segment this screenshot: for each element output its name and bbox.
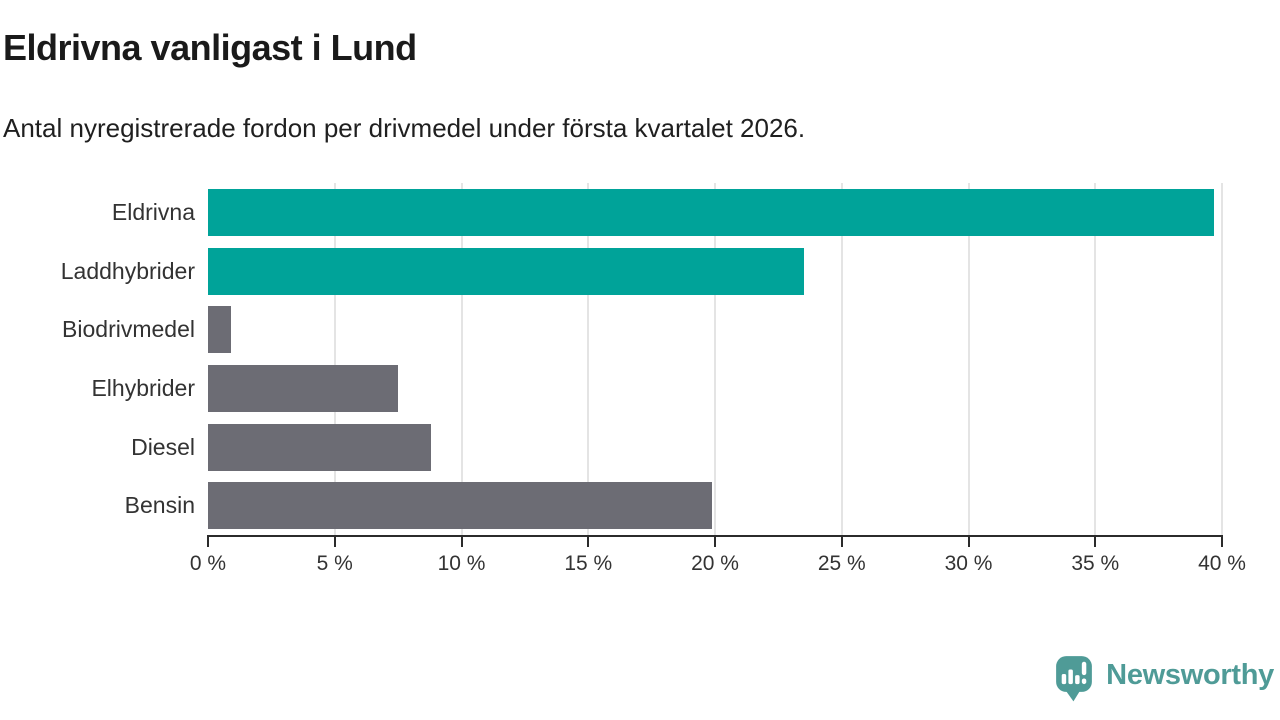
x-tick-15 bbox=[587, 535, 590, 547]
gridline-15 bbox=[587, 183, 590, 535]
x-tick-label-35: 35 % bbox=[1071, 552, 1120, 575]
bar-diesel bbox=[208, 423, 432, 471]
gridline-35 bbox=[1094, 183, 1097, 535]
x-tick-5 bbox=[333, 535, 336, 547]
gridline-30 bbox=[967, 183, 970, 535]
x-tick-label-25: 25 % bbox=[817, 552, 866, 575]
category-label-elhybrider: Elhybrider bbox=[91, 374, 195, 401]
x-tick-40 bbox=[1221, 535, 1223, 547]
x-tick-label-0: 0 % bbox=[189, 552, 227, 575]
brand-name: Newsworthy bbox=[1106, 659, 1274, 691]
gridline-20 bbox=[714, 183, 716, 535]
x-tick-label-20: 20 % bbox=[691, 552, 739, 575]
bar-bensin bbox=[208, 482, 713, 530]
x-tick-label-10: 10 % bbox=[437, 552, 486, 575]
bar-biodrivmedel bbox=[208, 306, 231, 354]
x-tick-10 bbox=[460, 535, 463, 547]
category-label-diesel: Diesel bbox=[131, 433, 195, 460]
chart-subtitle: Antal nyregistrerade fordon per drivmede… bbox=[3, 113, 806, 143]
x-tick-label-15: 15 % bbox=[564, 552, 613, 575]
gridline-10 bbox=[460, 183, 463, 535]
gridline-5 bbox=[333, 183, 336, 535]
x-tick-0 bbox=[207, 535, 209, 547]
x-tick-label-30: 30 % bbox=[944, 552, 993, 575]
category-label-eldrivna: Eldrivna bbox=[111, 198, 195, 225]
newsworthy-logo-icon bbox=[1055, 655, 1093, 707]
x-tick-20 bbox=[714, 535, 716, 547]
chart-title: Eldrivna vanligast i Lund bbox=[3, 27, 417, 68]
x-tick-30 bbox=[967, 535, 970, 547]
x-tick-label-40: 40 % bbox=[1198, 552, 1246, 575]
bar-eldrivna bbox=[208, 188, 1215, 236]
x-tick-25 bbox=[840, 535, 843, 547]
gridline-40 bbox=[1221, 183, 1223, 535]
category-label-biodrivmedel: Biodrivmedel bbox=[62, 316, 195, 343]
category-label-laddhybrider: Laddhybrider bbox=[60, 257, 195, 284]
x-tick-label-5: 5 % bbox=[316, 552, 353, 575]
brand-logo: Newsworthy bbox=[1055, 655, 1274, 707]
gridline-25 bbox=[840, 183, 843, 535]
category-label-bensin: Bensin bbox=[124, 492, 195, 519]
bar-laddhybrider bbox=[208, 247, 804, 295]
bar-elhybrider bbox=[208, 364, 399, 412]
x-tick-35 bbox=[1094, 535, 1097, 547]
